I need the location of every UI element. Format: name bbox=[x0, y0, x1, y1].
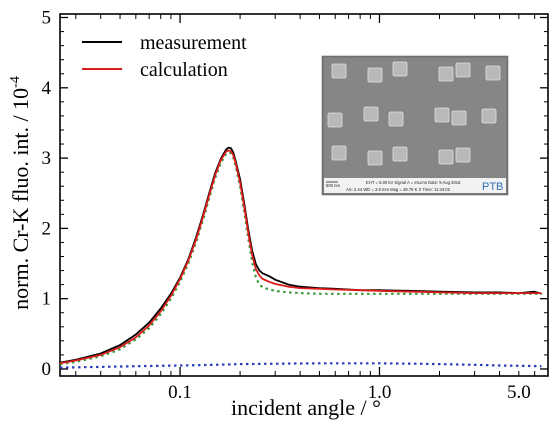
legend: measurement calculation bbox=[82, 32, 247, 81]
x-tick-label: 1.0 bbox=[368, 382, 392, 403]
nanostructure-pad bbox=[327, 112, 343, 128]
y-axis-title-main: norm. Cr-K fluo. int. / 10 bbox=[8, 88, 33, 310]
sem-background bbox=[324, 58, 506, 178]
axes: 0 1 2 3 4 5 0.1 1.0 5.0 bbox=[42, 8, 549, 403]
nanostructure-pad bbox=[455, 147, 471, 163]
nanostructure-pad bbox=[367, 67, 383, 83]
sem-info-bar bbox=[324, 178, 506, 193]
y-axis-title-exponent: -4 bbox=[8, 76, 23, 88]
y-tick-label: 0 bbox=[42, 359, 52, 380]
nanostructure-pad bbox=[331, 63, 347, 79]
y-tick-label: 4 bbox=[42, 78, 52, 99]
sem-inset: 500 nm EHT = 5.00 kV Signal A = InLens Da… bbox=[321, 55, 509, 196]
nanostructure-pad bbox=[455, 62, 471, 78]
nanostructure-pad bbox=[438, 149, 454, 165]
series-line-blue-dotted bbox=[59, 362, 542, 369]
legend-label-measurement: measurement bbox=[140, 32, 247, 54]
ptb-logo: PTB bbox=[482, 181, 503, 193]
x-axis-title: incident angle / ° bbox=[231, 395, 381, 420]
y-tick-label: 2 bbox=[42, 218, 52, 239]
y-tick-label: 1 bbox=[42, 289, 52, 310]
sem-info-line-2: AS: 2.44 WD = 3.9 mm Mag = 48.79 K X Tim… bbox=[346, 187, 451, 192]
y-axis-title: norm. Cr-K fluo. int. / 10-4 bbox=[8, 76, 33, 310]
series-line-calculation bbox=[59, 149, 542, 365]
nanostructure-pad bbox=[367, 150, 383, 166]
nanostructure-pad bbox=[438, 66, 454, 82]
sem-info-line-1: EHT = 5.00 kV Signal A = InLens Date: 9 … bbox=[366, 180, 461, 185]
x-tick-label: 0.1 bbox=[168, 382, 192, 403]
nanostructure-pad bbox=[451, 110, 467, 126]
nanostructure-pad bbox=[388, 111, 404, 127]
nanostructure-pad bbox=[363, 106, 379, 122]
nanostructure-pad bbox=[481, 108, 497, 124]
scale-bar-label: 500 nm bbox=[326, 183, 340, 188]
nanostructure-pad bbox=[485, 65, 501, 81]
nanostructure-pad bbox=[392, 61, 408, 77]
plot-frame bbox=[59, 13, 549, 377]
x-tick-label: 5.0 bbox=[507, 382, 531, 403]
nanostructure-pad bbox=[392, 146, 408, 162]
nanostructure-pad bbox=[331, 145, 347, 161]
legend-label-calculation: calculation bbox=[140, 59, 228, 81]
series-layer bbox=[59, 146, 542, 369]
nanostructure-pad bbox=[434, 107, 450, 123]
y-tick-label: 5 bbox=[42, 8, 52, 29]
y-tick-label: 3 bbox=[42, 148, 52, 169]
